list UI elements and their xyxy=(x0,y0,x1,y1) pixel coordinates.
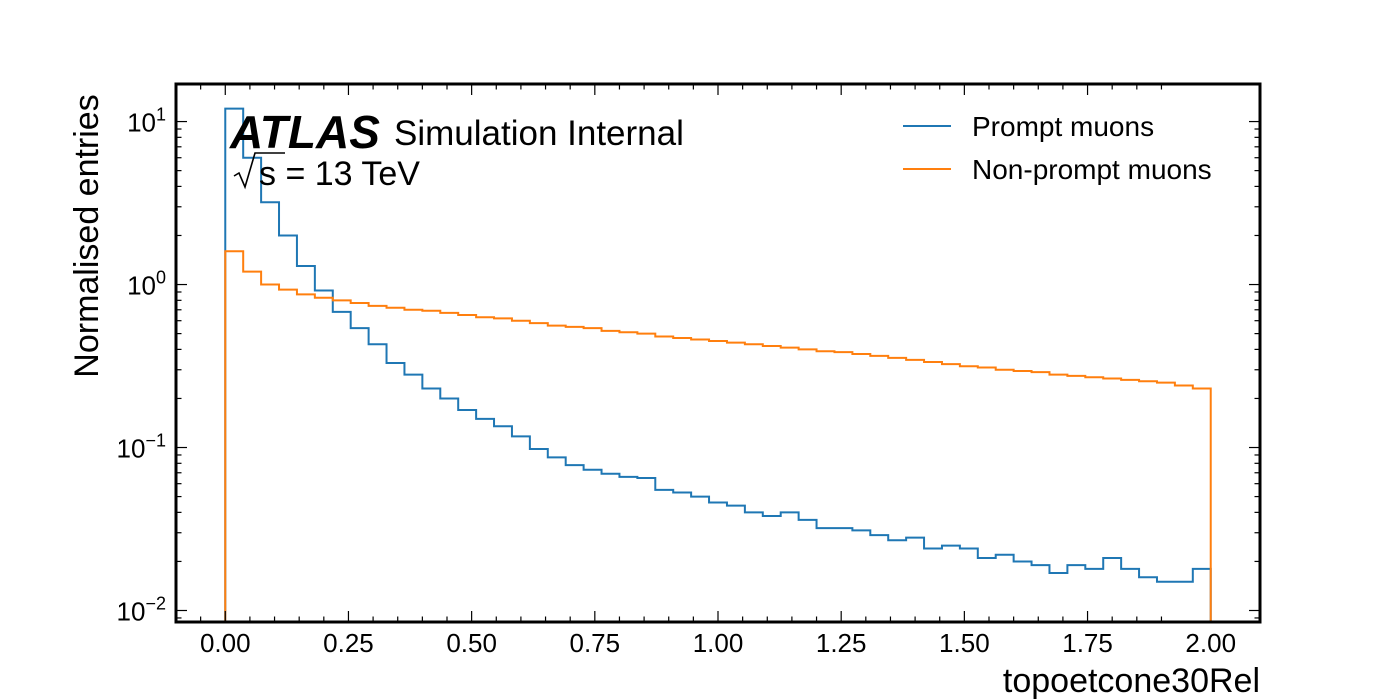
atlas-brand: ATLAS xyxy=(229,106,380,158)
x-tick-label: 1.50 xyxy=(939,628,990,658)
x-tick-label: 0.25 xyxy=(323,628,374,658)
atlas-label: Simulation Internal xyxy=(394,114,684,153)
series-line-1 xyxy=(224,250,1212,622)
y-tick-label: 10−2 xyxy=(117,593,166,626)
x-axis-label: topoetcone30Rel xyxy=(1003,662,1260,700)
axes-layer: 0.00 0.25 0.50 0.75 1.00 1.25 1.50 1.75 2.00 10−2… xyxy=(117,84,1260,658)
x-tick-label: 0.00 xyxy=(200,628,251,658)
x-tick-label: 2.00 xyxy=(1185,628,1236,658)
y-tick-label: 10−1 xyxy=(117,431,166,464)
y-tick-label: 100 xyxy=(127,268,166,301)
x-tick-label: 1.00 xyxy=(693,628,744,658)
y-axis-label: Normalised entries xyxy=(68,94,106,377)
x-tick-label: 0.75 xyxy=(570,628,621,658)
y-tick-label: 101 xyxy=(127,105,166,138)
series-line-0 xyxy=(224,107,1212,622)
energy-label: s = 13 TeV xyxy=(259,155,420,193)
legend: Prompt muons Non-prompt muons xyxy=(903,111,1212,185)
plot-frame xyxy=(174,82,1262,624)
x-tick-label: 0.50 xyxy=(446,628,497,658)
legend-label-prompt: Prompt muons xyxy=(972,111,1154,142)
x-tick-label: 1.75 xyxy=(1062,628,1113,658)
sqrt-icon xyxy=(233,152,285,190)
x-tick-label: 1.25 xyxy=(816,628,867,658)
plot-layer xyxy=(224,107,1212,622)
legend-label-nonprompt: Non-prompt muons xyxy=(972,154,1212,185)
